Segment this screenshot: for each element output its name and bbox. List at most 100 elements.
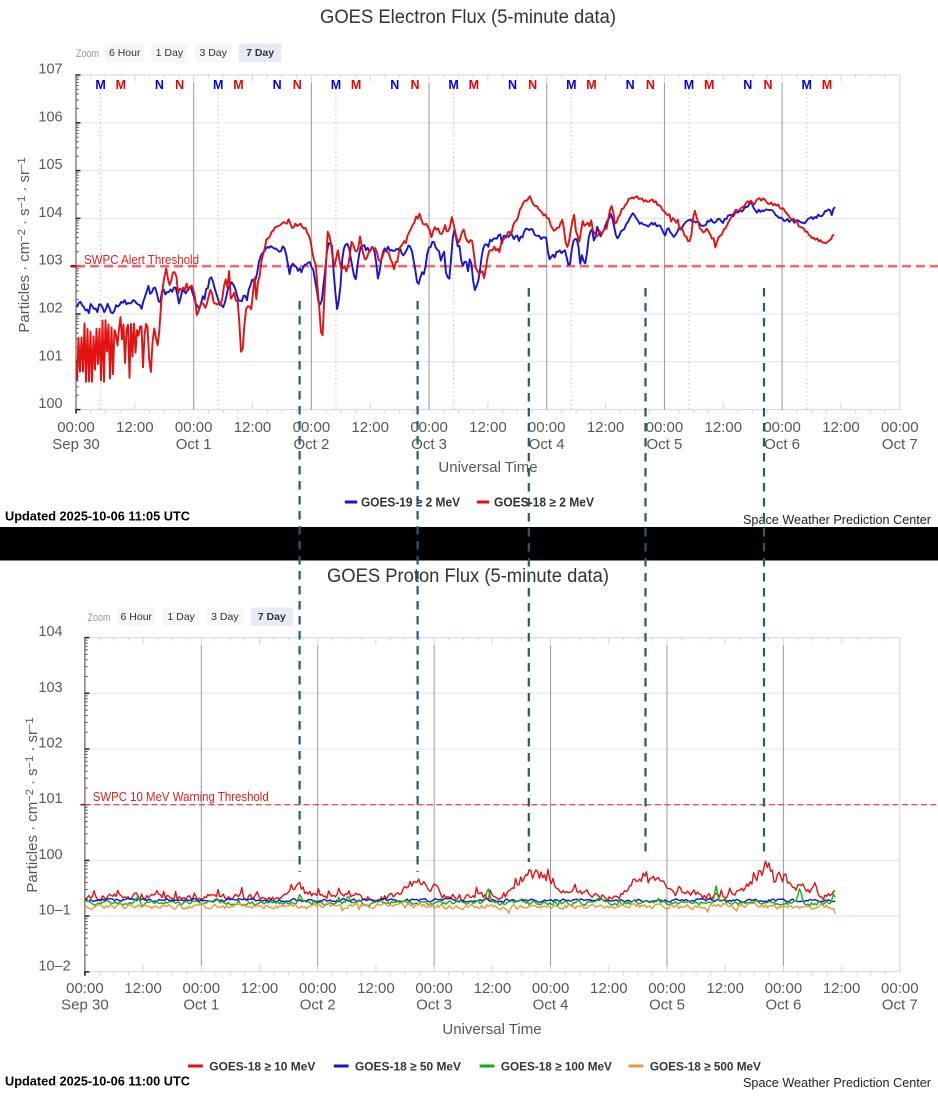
svg-text:12:00: 12:00 (351, 419, 389, 436)
svg-text:N: N (175, 78, 184, 92)
svg-text:GOES Electron Flux (5-minute d: GOES Electron Flux (5-minute data) (320, 7, 616, 28)
svg-text:00:00: 00:00 (528, 419, 566, 436)
svg-text:10–1: 10–1 (38, 903, 70, 919)
svg-text:100: 100 (38, 847, 62, 863)
svg-text:6 Hour: 6 Hour (109, 47, 141, 59)
svg-text:Oct 6: Oct 6 (764, 436, 800, 453)
svg-text:GOES-19 ≥ 2 MeV: GOES-19 ≥ 2 MeV (361, 496, 461, 510)
svg-text:12:00: 12:00 (823, 980, 861, 997)
svg-text:00:00: 00:00 (881, 419, 919, 436)
svg-text:Updated 2025-10-06 11:00 UTC: Updated 2025-10-06 11:00 UTC (5, 1075, 190, 1089)
svg-text:N: N (528, 78, 537, 92)
svg-text:Space Weather Prediction Cente: Space Weather Prediction Center (743, 513, 931, 527)
svg-text:N: N (626, 78, 635, 92)
svg-text:Oct 1: Oct 1 (183, 997, 219, 1014)
svg-text:107: 107 (38, 62, 62, 78)
svg-text:102: 102 (38, 736, 62, 752)
svg-text:M: M (801, 78, 811, 92)
svg-text:00:00: 00:00 (66, 980, 104, 997)
svg-text:12:00: 12:00 (241, 980, 279, 997)
svg-text:M: M (704, 78, 714, 92)
svg-text:M: M (233, 78, 243, 92)
svg-text:M: M (213, 78, 223, 92)
svg-text:100: 100 (38, 396, 62, 412)
svg-text:Oct 4: Oct 4 (529, 436, 565, 453)
svg-text:N: N (273, 78, 282, 92)
svg-text:00:00: 00:00 (648, 980, 686, 997)
svg-text:M: M (448, 78, 458, 92)
svg-text:N: N (646, 78, 655, 92)
svg-text:N: N (508, 78, 517, 92)
svg-text:GOES-18 ≥ 50 MeV: GOES-18 ≥ 50 MeV (355, 1060, 461, 1074)
svg-text:00:00: 00:00 (881, 980, 919, 997)
svg-text:N: N (410, 78, 419, 92)
svg-text:M: M (95, 78, 105, 92)
svg-text:M: M (684, 78, 694, 92)
svg-text:1 Day: 1 Day (156, 47, 184, 59)
svg-text:Oct 6: Oct 6 (765, 997, 801, 1014)
svg-text:Space Weather Prediction Cente: Space Weather Prediction Center (743, 1076, 931, 1090)
svg-text:00:00: 00:00 (183, 980, 221, 997)
svg-text:Oct 2: Oct 2 (300, 997, 336, 1014)
svg-text:Oct 2: Oct 2 (293, 436, 329, 453)
svg-text:12:00: 12:00 (706, 980, 744, 997)
svg-text:6 Hour: 6 Hour (121, 611, 153, 623)
svg-text:Oct 1: Oct 1 (176, 436, 212, 453)
svg-text:N: N (743, 78, 752, 92)
svg-text:00:00: 00:00 (410, 419, 448, 436)
svg-text:GOES-18 ≥ 10 MeV: GOES-18 ≥ 10 MeV (209, 1060, 315, 1074)
svg-text:12:00: 12:00 (234, 419, 272, 436)
svg-text:105: 105 (38, 157, 62, 173)
svg-text:12:00: 12:00 (124, 980, 162, 997)
svg-text:M: M (116, 78, 126, 92)
svg-text:GOES-18 ≥ 500 MeV: GOES-18 ≥ 500 MeV (650, 1060, 761, 1074)
svg-text:00:00: 00:00 (293, 419, 331, 436)
svg-text:00:00: 00:00 (532, 980, 570, 997)
svg-text:00:00: 00:00 (175, 419, 213, 436)
svg-text:00:00: 00:00 (299, 980, 337, 997)
svg-text:SWPC 10 MeV Warning Threshold: SWPC 10 MeV Warning Threshold (93, 789, 269, 804)
svg-text:Zoom: Zoom (88, 612, 111, 624)
svg-text:12:00: 12:00 (587, 419, 625, 436)
svg-text:104: 104 (38, 624, 62, 640)
svg-text:Sep 30: Sep 30 (52, 436, 100, 453)
svg-text:N: N (155, 78, 164, 92)
svg-text:12:00: 12:00 (822, 419, 860, 436)
svg-text:00:00: 00:00 (415, 980, 453, 997)
svg-text:M: M (566, 78, 576, 92)
svg-text:Oct 4: Oct 4 (533, 997, 569, 1014)
svg-text:12:00: 12:00 (590, 980, 628, 997)
svg-text:M: M (469, 78, 479, 92)
svg-text:Oct 3: Oct 3 (411, 436, 447, 453)
svg-text:12:00: 12:00 (474, 980, 512, 997)
svg-text:00:00: 00:00 (646, 419, 684, 436)
svg-text:Sep 30: Sep 30 (61, 997, 109, 1014)
svg-text:M: M (331, 78, 341, 92)
svg-text:Oct 7: Oct 7 (882, 436, 918, 453)
svg-text:GOES Proton Flux (5-minute dat: GOES Proton Flux (5-minute data) (327, 566, 609, 587)
svg-text:106: 106 (38, 109, 62, 125)
svg-text:12:00: 12:00 (357, 980, 395, 997)
svg-text:10–2: 10–2 (38, 958, 70, 974)
svg-text:Updated 2025-10-06 11:05 UTC: Updated 2025-10-06 11:05 UTC (5, 510, 190, 524)
svg-text:M: M (586, 78, 596, 92)
svg-text:12:00: 12:00 (705, 419, 743, 436)
svg-text:Oct 5: Oct 5 (649, 997, 685, 1014)
svg-text:Oct 5: Oct 5 (646, 436, 682, 453)
svg-text:101: 101 (38, 791, 62, 807)
svg-text:GOES-18 ≥ 100 MeV: GOES-18 ≥ 100 MeV (501, 1060, 612, 1074)
svg-text:101: 101 (38, 348, 62, 364)
svg-text:Universal Time: Universal Time (438, 459, 537, 476)
svg-text:3 Day: 3 Day (199, 47, 227, 59)
svg-text:SWPC Alert Threshold: SWPC Alert Threshold (84, 252, 199, 267)
svg-text:12:00: 12:00 (116, 419, 154, 436)
svg-text:Universal Time: Universal Time (442, 1021, 541, 1038)
svg-text:103: 103 (38, 253, 62, 269)
svg-text:N: N (763, 78, 772, 92)
svg-text:Zoom: Zoom (76, 48, 99, 60)
svg-text:1 Day: 1 Day (167, 611, 195, 623)
svg-text:3 Day: 3 Day (211, 611, 239, 623)
svg-text:104: 104 (38, 205, 62, 221)
svg-text:Particles · cm−2 · s−1 · sr−1: Particles · cm−2 · s−1 · sr−1 (24, 717, 41, 892)
svg-text:103: 103 (38, 680, 62, 696)
